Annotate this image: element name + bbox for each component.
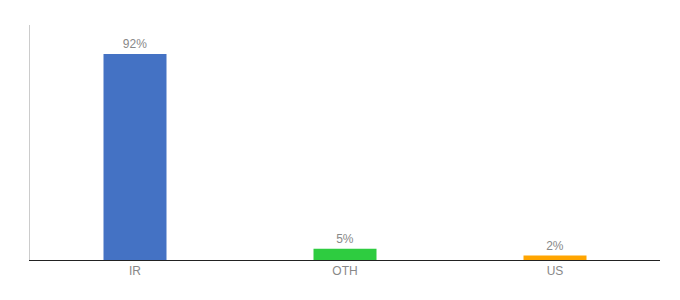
svg-text:5%: 5% <box>336 232 354 246</box>
svg-text:OTH: OTH <box>332 264 357 278</box>
svg-text:92%: 92% <box>123 37 147 51</box>
svg-text:IR: IR <box>129 264 141 278</box>
svg-text:2%: 2% <box>546 239 564 253</box>
svg-text:US: US <box>547 264 564 278</box>
